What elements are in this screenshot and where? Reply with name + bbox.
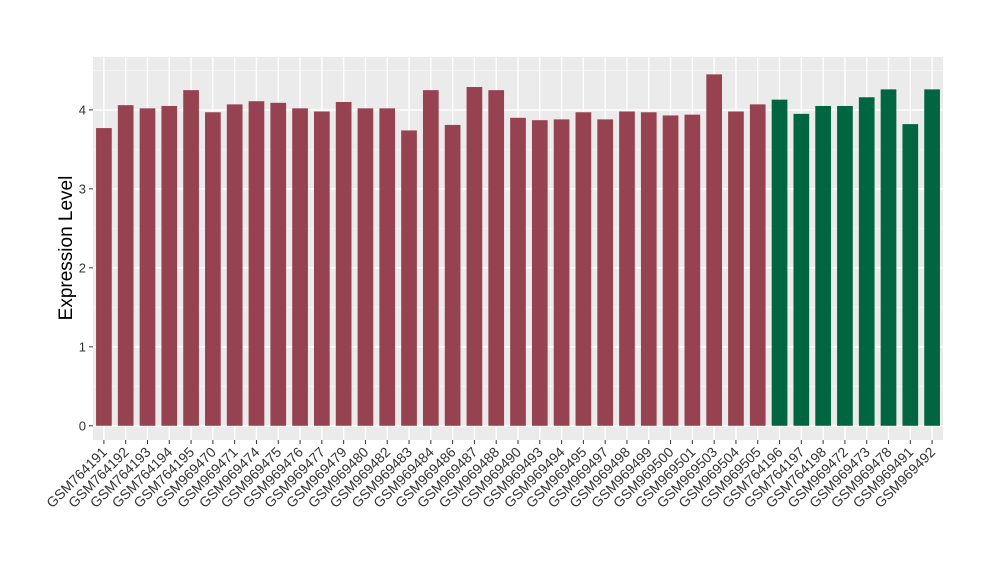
bar-GSM969470	[205, 112, 221, 426]
x-axis: GSM764191GSM764192GSM764193GSM764194GSM7…	[43, 440, 938, 511]
bar-GSM969492	[924, 89, 940, 426]
bar-GSM969488	[488, 90, 505, 426]
bar-GSM969487	[466, 87, 483, 426]
bar-GSM969475	[270, 102, 287, 426]
bar-GSM969503	[706, 74, 722, 426]
bar-GSM764196	[771, 99, 788, 426]
bar-GSM764198	[815, 105, 831, 426]
bar-GSM969500	[662, 115, 679, 426]
y-tick-label: 0	[79, 418, 86, 433]
bar-GSM969479	[335, 102, 352, 426]
bar-GSM969474	[248, 101, 265, 426]
bar-GSM764195	[183, 90, 199, 426]
bar-GSM764192	[117, 105, 134, 426]
bar-GSM969495	[575, 112, 592, 426]
bar-GSM764191	[96, 128, 112, 426]
y-tick-label: 3	[79, 181, 86, 196]
bar-GSM969471	[226, 104, 243, 426]
bar-GSM969499	[640, 112, 657, 426]
bar-GSM969504	[728, 111, 744, 426]
bar-GSM969493	[531, 120, 548, 426]
bar-GSM969484	[422, 90, 439, 426]
bar-GSM969491	[902, 124, 919, 426]
bar-GSM969480	[357, 108, 374, 426]
bar-GSM764197	[793, 113, 810, 426]
bar-GSM969477	[314, 111, 330, 426]
bar-GSM969476	[292, 108, 308, 426]
bars	[96, 74, 940, 426]
bar-GSM969486	[444, 124, 461, 426]
bar-GSM764194	[161, 105, 178, 426]
bar-GSM969483	[401, 130, 417, 426]
y-tick-label: 2	[79, 260, 86, 275]
bar-GSM969478	[880, 89, 897, 426]
bar-GSM969505	[749, 104, 766, 426]
bar-GSM764193	[139, 108, 156, 426]
y-axis: 0 1 2 3 4	[79, 102, 93, 433]
y-tick-label: 4	[79, 102, 86, 117]
bar-GSM969494	[553, 119, 570, 426]
bar-GSM969473	[858, 97, 875, 426]
bar-GSM969482	[379, 108, 396, 426]
bar-GSM969490	[510, 117, 526, 426]
bar-GSM969501	[684, 114, 701, 426]
y-axis-title: Expression Level	[56, 176, 77, 321]
y-tick-label: 1	[79, 339, 86, 354]
bar-GSM969498	[619, 111, 635, 426]
bar-GSM969497	[597, 119, 614, 426]
bar-GSM969472	[837, 105, 853, 426]
